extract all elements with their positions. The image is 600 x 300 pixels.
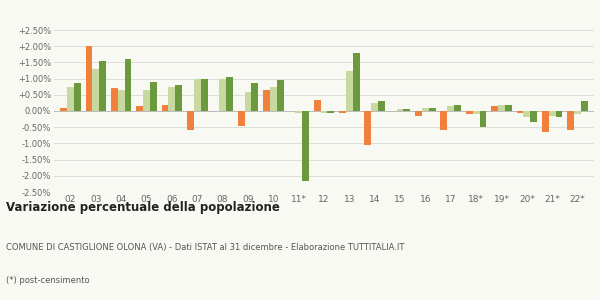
Bar (143, 90, 150, 111)
Bar (479, 111, 487, 127)
Bar (448, 106, 454, 111)
Text: (*) post-censimento: (*) post-censimento (6, 276, 89, 285)
Bar (517, 111, 523, 112)
Bar (320, 111, 328, 112)
Bar (466, 111, 473, 114)
Bar (491, 106, 498, 111)
Bar (238, 111, 245, 126)
Bar (263, 90, 270, 111)
Bar (161, 104, 169, 111)
Bar (194, 79, 200, 111)
Bar (74, 83, 81, 111)
Bar (353, 53, 359, 111)
Bar (473, 111, 479, 114)
Bar (567, 111, 574, 130)
Bar (277, 80, 284, 111)
Bar (125, 59, 131, 111)
Bar (175, 85, 182, 111)
Text: COMUNE DI CASTIGLIONE OLONA (VA) - Dati ISTAT al 31 dicembre - Elaborazione TUTT: COMUNE DI CASTIGLIONE OLONA (VA) - Dati … (6, 243, 404, 252)
Bar (498, 104, 505, 111)
Bar (574, 111, 581, 114)
Bar (429, 108, 436, 111)
Bar (328, 111, 334, 112)
Bar (86, 46, 92, 111)
Bar (454, 104, 461, 111)
Bar (581, 101, 588, 111)
Bar (440, 111, 448, 130)
Bar (295, 111, 302, 112)
Bar (200, 79, 208, 111)
Bar (219, 79, 226, 111)
Bar (505, 104, 512, 111)
Bar (403, 110, 410, 111)
Bar (397, 110, 403, 111)
Bar (187, 111, 194, 130)
Bar (67, 87, 74, 111)
Bar (314, 100, 320, 111)
Bar (60, 108, 67, 111)
Bar (226, 77, 233, 111)
Bar (302, 111, 309, 181)
Bar (542, 111, 549, 132)
Bar (111, 88, 118, 111)
Bar (150, 82, 157, 111)
Bar (118, 90, 125, 111)
Bar (92, 69, 99, 111)
Bar (346, 70, 353, 111)
Bar (136, 106, 143, 111)
Text: Variazione percentuale della popolazione: Variazione percentuale della popolazione (6, 201, 280, 214)
Bar (99, 61, 106, 111)
Bar (371, 103, 378, 111)
Bar (364, 111, 371, 145)
Bar (378, 101, 385, 111)
Bar (251, 83, 258, 111)
Bar (169, 87, 175, 111)
Bar (556, 111, 562, 118)
Bar (549, 111, 556, 116)
Bar (245, 92, 251, 111)
Bar (422, 108, 429, 111)
Bar (339, 111, 346, 112)
Bar (523, 111, 530, 118)
Bar (530, 111, 537, 122)
Bar (415, 111, 422, 116)
Bar (270, 87, 277, 111)
